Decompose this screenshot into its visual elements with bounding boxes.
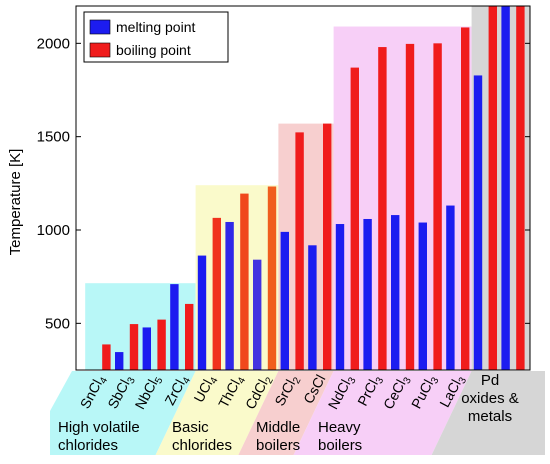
group-label-1-line-0: Basic <box>172 419 209 436</box>
bar-melting-4 <box>197 255 207 370</box>
bar-boiling-1 <box>129 324 139 370</box>
bar-melting-3 <box>170 284 179 370</box>
bar-boiling-11 <box>405 43 415 370</box>
group-label-band-0 <box>50 371 196 455</box>
group-band-0 <box>85 283 196 370</box>
bar-melting-15 <box>501 6 510 370</box>
group-label-1-line-1: chlorides <box>172 437 232 454</box>
bar-boiling-3 <box>185 303 194 370</box>
bar-melting-7 <box>280 231 289 370</box>
bar-boiling-14 <box>488 6 497 370</box>
group-label-4-line-0: Pd <box>481 372 499 389</box>
bar-melting-9 <box>335 224 345 370</box>
bar-melting-6 <box>253 259 262 370</box>
group-label-2-line-1: boilers <box>256 437 300 454</box>
bar-boiling-6 <box>267 186 277 370</box>
group-label-4-line-1: oxides & <box>461 390 519 407</box>
bar-boiling-5 <box>240 193 249 370</box>
bar-melting-10 <box>363 218 372 370</box>
plot-frame <box>75 5 531 371</box>
ytick-label-0: 500 <box>45 315 70 332</box>
bar-boiling-10 <box>378 47 387 371</box>
y-axis-label: Temperature [K] <box>7 149 24 256</box>
bar-melting-5 <box>225 221 234 370</box>
bar-boiling-2 <box>157 319 166 370</box>
ytick-label-3: 2000 <box>37 35 70 52</box>
legend-label-1: boiling point <box>116 42 191 58</box>
bar-boiling-7 <box>295 132 304 370</box>
bar-boiling-8 <box>323 123 332 370</box>
bar-boiling-15 <box>516 6 525 370</box>
bar-melting-8 <box>308 245 317 370</box>
bar-boiling-4 <box>212 217 221 370</box>
bar-boiling-0 <box>102 344 111 370</box>
group-label-band-3 <box>293 371 472 455</box>
legend-swatch-1 <box>89 42 111 58</box>
group-label-band-2 <box>238 371 334 455</box>
bar-boiling-13 <box>461 27 470 370</box>
group-label-3-line-0: Heavy <box>318 419 361 436</box>
bar-melting-14 <box>473 75 483 370</box>
group-label-band-4 <box>431 371 545 455</box>
bar-boiling-9 <box>350 67 359 370</box>
legend-label-0: melting point <box>116 19 195 35</box>
legend: melting point boiling point <box>83 11 229 63</box>
group-label-0-line-0: High volatile <box>58 419 140 436</box>
bar-melting-13 <box>446 205 455 370</box>
bar-melting-2 <box>142 327 151 370</box>
group-label-2-line-0: Middle <box>256 419 300 436</box>
ytick-label-1: 1000 <box>37 222 70 239</box>
group-label-3-line-1: boilers <box>318 437 362 454</box>
group-labels: High volatilechloridesBasicchloridesMidd… <box>58 372 519 454</box>
bar-boiling-12 <box>433 43 442 370</box>
bar-melting-11 <box>391 215 400 370</box>
bar-melting-12 <box>418 222 427 370</box>
bar-melting-1 <box>115 352 124 370</box>
group-label-4-line-2: metals <box>468 408 512 425</box>
bars <box>102 6 525 371</box>
ytick-label-2: 1500 <box>37 129 70 146</box>
category-label-bands <box>50 371 545 455</box>
legend-swatch-0 <box>89 19 111 35</box>
group-label-band-1 <box>155 371 279 455</box>
group-band-1 <box>195 185 279 370</box>
y-axis: 500 1000 1500 2000 <box>37 5 531 371</box>
group-label-0-line-1: chlorides <box>58 437 118 454</box>
